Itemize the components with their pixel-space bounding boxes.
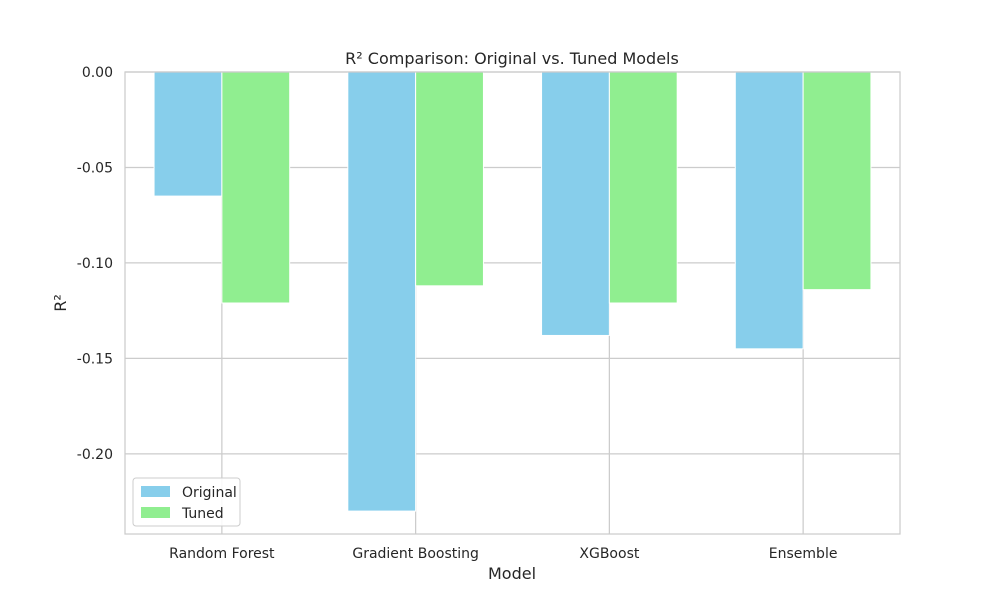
bar-original-xgboost — [541, 71, 610, 336]
y-tick-labels: 0.00 -0.05 -0.10 -0.15 -0.20 — [77, 65, 113, 463]
bar-original-ensemble — [734, 71, 804, 350]
chart-title: R² Comparison: Original vs. Tuned Models — [345, 49, 679, 68]
x-tick-labels: Random Forest Gradient Boosting XGBoost Ens… — [169, 546, 837, 562]
y-tick-label: -0.05 — [77, 160, 113, 176]
bars — [153, 71, 872, 512]
y-axis-title: R² — [51, 294, 70, 312]
x-tick-label: XGBoost — [579, 546, 639, 562]
plot-frame — [124, 71, 901, 535]
x-tick-label: Random Forest — [169, 546, 275, 562]
bar-tuned-gradient-boosting — [415, 71, 484, 287]
y-tick-label: 0.00 — [82, 65, 113, 81]
x-tick-label: Ensemble — [769, 546, 838, 562]
legend-swatch-tuned — [141, 507, 170, 518]
legend-label-original: Original — [182, 485, 237, 501]
bar-tuned-xgboost — [608, 71, 678, 304]
y-tick-label: -0.15 — [77, 351, 113, 367]
bar-original-gradient-boosting — [347, 71, 417, 512]
legend-swatch-original — [141, 486, 170, 497]
bar-tuned-random-forest — [221, 71, 291, 304]
legend-label-tuned: Tuned — [181, 506, 224, 522]
bar-original-random-forest — [153, 71, 223, 197]
legend: Original Tuned — [132, 477, 241, 527]
y-tick-label: -0.10 — [77, 256, 113, 272]
x-axis-title: Model — [488, 564, 536, 583]
y-tick-label: -0.20 — [77, 447, 113, 463]
x-tick-label: Gradient Boosting — [352, 546, 479, 562]
bar-tuned-ensemble — [802, 71, 872, 291]
